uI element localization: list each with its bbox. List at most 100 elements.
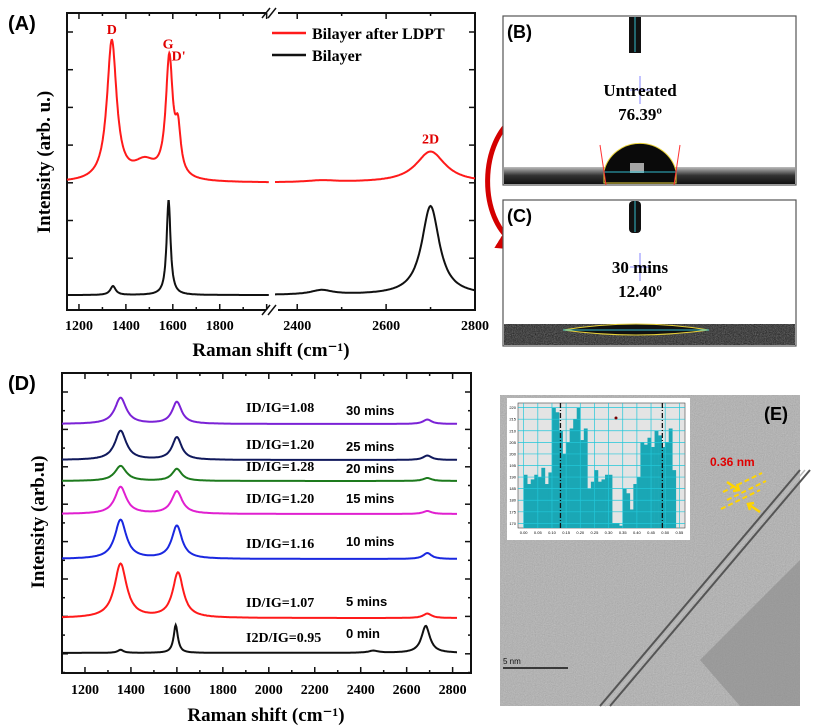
legend-entry: Bilayer after LDPT (312, 26, 445, 43)
histogram-bar (651, 446, 655, 528)
inset-y-tick-label: 205 (509, 440, 516, 445)
histogram-bar (537, 477, 542, 528)
peak-label: 2D (422, 133, 439, 148)
x-tick-label-a: 1800 (206, 319, 234, 334)
histogram-bar (597, 481, 602, 528)
y-axis-title-d: Intensity (arb.u) (28, 455, 49, 588)
inset-y-tick-label: 170 (509, 521, 516, 526)
x-tick-label-d: 1200 (71, 683, 99, 698)
histogram-bar (527, 484, 532, 528)
x-tick-label-d: 1600 (163, 683, 191, 698)
histogram-bar (601, 479, 606, 528)
graphene-fringe (599, 469, 801, 707)
x-axis-title-a: Raman shift (cm⁻¹) (192, 340, 349, 361)
histogram-bar (633, 484, 638, 528)
histogram-bar (615, 523, 620, 528)
inset-x-tick-label: 0.10 (548, 530, 557, 535)
histogram-bar (647, 437, 652, 528)
inset-y-tick-label: 190 (509, 475, 516, 480)
peak-label: G (163, 38, 174, 53)
plot-frame-a (66, 12, 476, 311)
panel-label: (C) (507, 206, 532, 226)
lattice-dashed-line (726, 480, 767, 501)
treatment-time-label: 5 mins (346, 594, 387, 609)
peak-label: D' (172, 50, 186, 65)
histogram-bar (551, 407, 556, 528)
treatment-time-label: 20 mins (346, 461, 394, 476)
contact-angle-value: 76.39º (618, 105, 662, 124)
spectrum-line (62, 518, 457, 560)
histogram-bar (661, 446, 666, 528)
intensity-ratio-label: ID/IG=1.28 (246, 460, 314, 475)
histogram-bar (594, 470, 599, 528)
inset-y-tick-label: 185 (509, 486, 516, 491)
treatment-time-label: 15 mins (346, 491, 394, 506)
inset-y-tick-label: 195 (509, 463, 516, 468)
intensity-ratio-label: ID/IG=1.07 (246, 596, 314, 611)
intensity-ratio-label: I2D/IG=0.95 (246, 631, 321, 646)
inset-x-tick-label: 0.25 (591, 530, 600, 535)
x-tick-label-d: 2200 (301, 683, 329, 698)
histogram-bar (544, 484, 549, 528)
lattice-dashed-line (720, 489, 761, 510)
inset-x-tick-label: 0.45 (647, 530, 656, 535)
tangent-line (599, 144, 607, 186)
histogram-bar (619, 525, 624, 528)
inset-x-tick-label: 0.55 (675, 530, 684, 535)
histogram-bar (658, 435, 662, 528)
intensity-ratio-label: ID/IG=1.16 (246, 537, 314, 552)
histogram-bar (643, 444, 648, 528)
lattice-dashed-line (722, 472, 763, 493)
histogram-bar (562, 453, 567, 528)
inset-x-tick-label: 0.35 (619, 530, 628, 535)
histogram-bar (665, 442, 670, 528)
lattice-spacing-label: 0.36 nm (710, 455, 755, 469)
treatment-time-label: 0 min (346, 626, 380, 641)
intensity-ratio-label: ID/IG=1.08 (246, 401, 314, 416)
series-line-bilayer-after-ldpt (66, 38, 269, 184)
x-tick-label-a: 2800 (461, 319, 489, 334)
histogram-bar (654, 430, 659, 528)
panel-label-e: (E) (764, 404, 788, 424)
image-frame (502, 199, 797, 347)
histogram-bar (566, 442, 570, 528)
histogram-bar (612, 523, 616, 528)
spectrum-line (62, 485, 457, 515)
y-axis-title-a: Intensity (arb. u.) (34, 91, 55, 234)
inset-y-tick-label: 180 (509, 498, 516, 503)
histogram-bar (530, 479, 535, 528)
inset-y-tick-label: 175 (509, 509, 516, 514)
inset-x-tick-label: 0.15 (562, 530, 571, 535)
x-tick-label-d: 1800 (209, 683, 237, 698)
histogram-bar (605, 474, 609, 528)
series-line-bilayer-after-ldpt (275, 150, 476, 183)
arrow-icon (726, 480, 741, 493)
x-tick-label-a: 2400 (283, 319, 311, 334)
histogram-bar (576, 407, 581, 528)
x-tick-label-d: 1400 (117, 683, 145, 698)
histogram-bar (555, 412, 560, 528)
treatment-time-label: 25 mins (346, 439, 394, 454)
inset-x-tick-label: 0.30 (605, 530, 614, 535)
panel-label-a: (A) (8, 13, 36, 35)
contact-angle-value: 12.40º (618, 282, 662, 301)
inset-y-tick-label: 200 (509, 451, 516, 456)
x-tick-label-d: 2800 (439, 683, 467, 698)
treatment-time-label: 10 mins (346, 534, 394, 549)
inset-x-tick-label: 0.00 (520, 530, 529, 535)
x-axis-title-d: Raman shift (cm⁻¹) (187, 705, 344, 726)
spectrum-line (62, 396, 458, 425)
droplet-reflection (630, 163, 644, 173)
contact-angle-image-untreated (502, 15, 797, 186)
histogram-bar (580, 440, 585, 528)
x-tick-label-d: 2400 (347, 683, 375, 698)
histogram-bar (573, 419, 578, 528)
condition-label: 30 mins (612, 258, 669, 277)
spectrum-line (62, 622, 457, 654)
histogram-bar (534, 474, 539, 528)
graphene-fringe (604, 469, 806, 707)
histogram-bar (608, 474, 613, 528)
histogram-bar (590, 481, 595, 528)
inset-marker-dot (614, 416, 618, 420)
